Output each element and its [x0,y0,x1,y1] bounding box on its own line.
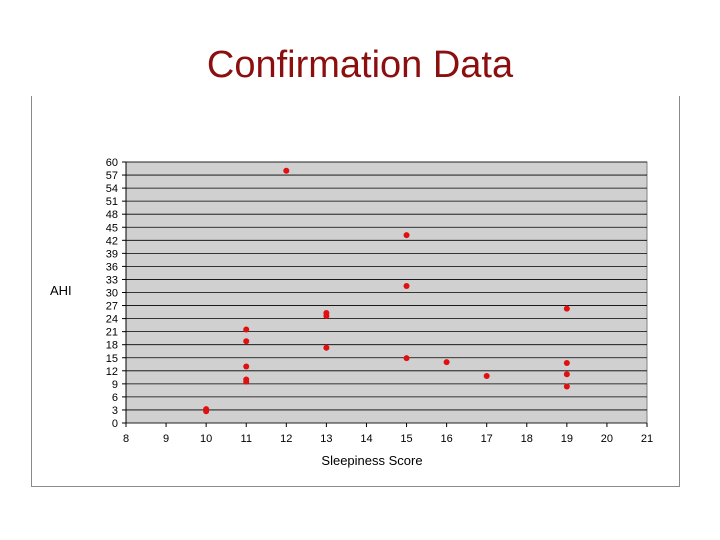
data-point [403,282,410,289]
y-tick-label: 3 [112,405,118,417]
chart-frame [31,96,680,487]
data-point [243,363,250,370]
data-point [243,326,250,333]
data-point [203,406,210,413]
y-tick-label: 24 [106,314,118,326]
y-tick-label: 54 [106,183,118,195]
data-point [323,344,330,351]
y-tick-label: 18 [106,340,118,352]
y-tick-label: 0 [112,418,118,430]
y-tick-label: 57 [106,170,118,182]
y-tick-label: 21 [106,327,118,339]
data-point [483,373,490,380]
data-point [403,232,410,239]
plot-area [125,161,648,424]
x-tick-label: 9 [163,433,169,445]
x-tick-label: 20 [601,433,613,445]
y-tick-label: 33 [106,274,118,286]
y-axis-label: AHI [50,283,72,298]
slide-title: Confirmation Data [206,44,514,86]
data-point [443,359,450,366]
x-tick-label: 21 [641,433,653,445]
data-point [243,376,250,383]
x-tick-label: 15 [400,433,412,445]
y-tick-label: 30 [106,288,118,300]
x-tick-label: 11 [241,433,252,445]
x-tick-label: 17 [481,433,493,445]
x-tick-label: 10 [200,433,212,445]
data-point [563,383,570,390]
data-point [243,338,250,345]
x-tick-label: 19 [561,433,573,445]
data-point [563,359,570,366]
y-tick-label: 42 [106,235,118,247]
data-points [203,167,570,415]
x-tick-label: 8 [123,433,129,445]
y-tick-label: 51 [106,196,118,208]
data-point [563,371,570,378]
data-point [283,167,290,174]
y-tick-label: 45 [106,222,118,234]
data-point [563,305,570,312]
x-tick-label: 18 [521,433,533,445]
y-tick-label: 12 [106,366,118,378]
x-tick-label: 13 [320,433,332,445]
x-tick-label: 12 [280,433,292,445]
y-tick-label: 15 [106,353,118,365]
y-tick-label: 60 [106,157,118,169]
x-tick-label: 16 [440,433,452,445]
data-point [323,309,330,316]
data-point [403,355,410,362]
x-tick-label: 14 [360,433,372,445]
y-tick-label: 9 [112,379,118,391]
y-tick-label: 27 [106,301,118,313]
x-axis-label: Sleepiness Score [321,453,422,468]
y-tick-label: 48 [106,209,118,221]
y-tick-label: 36 [106,261,118,273]
y-tick-label: 39 [106,248,118,260]
x-axis-ticks: 8 9 10 11 12 13 14 15 16 17 18 19 20 21 [123,423,653,445]
y-tick-label: 6 [112,392,118,404]
